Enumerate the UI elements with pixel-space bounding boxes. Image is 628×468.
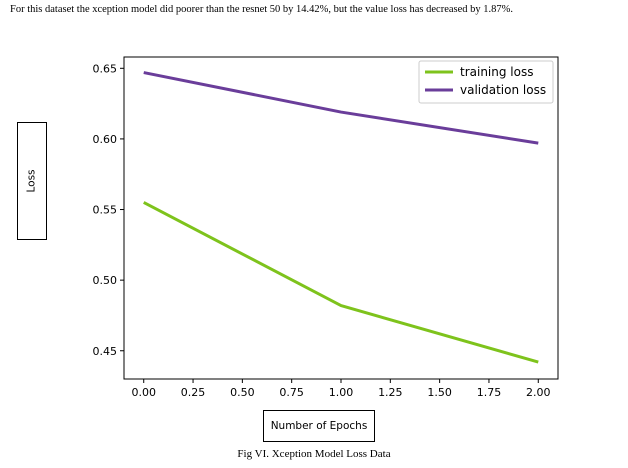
x-tick-label: 1.75 xyxy=(477,386,502,399)
x-tick-label: 0.25 xyxy=(181,386,206,399)
x-axis-label-box: Number of Epochs xyxy=(263,410,375,442)
x-tick-label: 0.50 xyxy=(230,386,255,399)
y-axis-ticks: 0.45 0.50 0.55 0.60 0.65 xyxy=(93,62,124,358)
figure-caption: Fig VI. Xception Model Loss Data xyxy=(237,448,391,460)
series-line-validation-loss xyxy=(143,71,539,145)
legend-label: training loss xyxy=(460,65,533,79)
x-tick-label: 0.00 xyxy=(131,386,156,399)
x-axis-ticks: 0.00 0.25 0.50 0.75 1.00 1.25 1.50 1.75 2.00 xyxy=(131,379,551,399)
top-caption: For this dataset the xception model did … xyxy=(10,4,514,15)
y-tick-label: 0.45 xyxy=(93,345,118,358)
y-tick-label: 0.60 xyxy=(93,133,118,146)
x-axis-label: Number of Epochs xyxy=(270,420,368,432)
x-tick-label: 1.50 xyxy=(427,386,452,399)
y-tick-label: 0.50 xyxy=(93,274,118,287)
series-line-training-loss xyxy=(143,201,539,364)
y-tick-label: 0.55 xyxy=(93,204,118,217)
x-tick-label: 1.25 xyxy=(378,386,403,399)
legend: training loss validation loss xyxy=(418,60,554,104)
x-tick-label: 0.75 xyxy=(279,386,304,399)
legend-label: validation loss xyxy=(460,83,546,97)
series-lines xyxy=(143,71,539,364)
y-axis-label: Loss xyxy=(26,169,38,193)
y-tick-label: 0.65 xyxy=(93,62,118,75)
x-tick-label: 1.00 xyxy=(329,386,354,399)
plot-frame xyxy=(123,56,559,380)
x-tick-label: 2.00 xyxy=(526,386,551,399)
y-axis-label-box: Loss xyxy=(17,122,47,240)
